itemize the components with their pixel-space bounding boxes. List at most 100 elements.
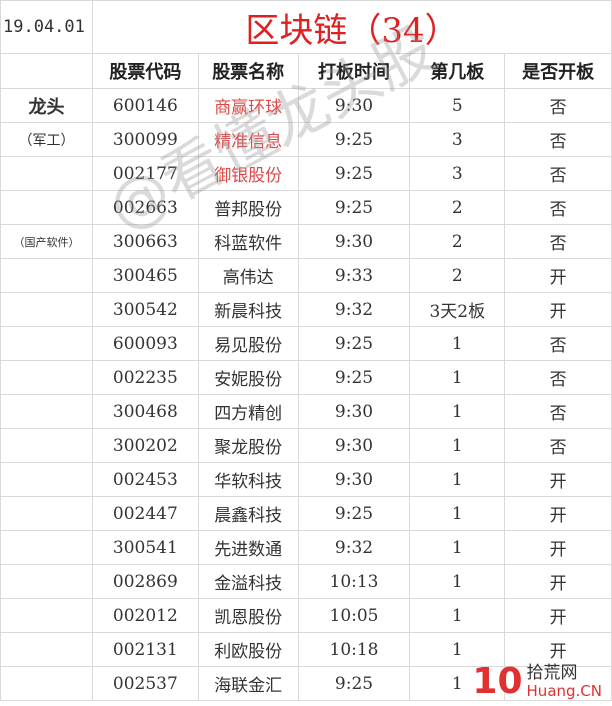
board-cell: 1 — [409, 496, 506, 531]
open-cell: 开 — [504, 292, 612, 327]
time-cell: 10:18 — [297, 632, 411, 667]
code-cell: 300099 — [91, 122, 199, 157]
board-cell: 1 — [409, 666, 506, 701]
open-cell: 否 — [504, 428, 612, 463]
table-row: 300468 四方精创 9:30 1 否 — [0, 394, 612, 429]
board-cell: 2 — [409, 224, 506, 259]
column-header — [0, 53, 93, 89]
table-row: 300542 新晨科技 9:32 3天2板开 — [0, 292, 612, 327]
group-label — [0, 292, 93, 327]
name-cell: 新晨科技 — [197, 292, 299, 327]
name-cell: 精准信息 — [197, 122, 299, 157]
open-cell: 开 — [504, 598, 612, 633]
name-cell: 海联金汇 — [197, 666, 299, 701]
group-label — [0, 666, 93, 701]
group-label — [0, 598, 93, 633]
open-cell: 否 — [504, 190, 612, 225]
code-cell: 002131 — [91, 632, 199, 667]
column-header: 是否开板 — [504, 53, 612, 89]
time-cell: 9:25 — [297, 360, 411, 395]
open-cell: 否 — [504, 156, 612, 191]
code-cell: 300468 — [91, 394, 199, 429]
board-cell: 1 — [409, 428, 506, 463]
code-cell: 600146 — [91, 88, 199, 123]
time-cell: 10:13 — [297, 564, 411, 599]
table-row: 002663 普邦股份 9:25 2 否 — [0, 190, 612, 225]
group-label: （国产软件） — [0, 224, 93, 259]
name-cell: 高伟达 — [197, 258, 299, 293]
time-cell: 9:25 — [297, 156, 411, 191]
open-cell: 开 — [504, 258, 612, 293]
group-label — [0, 326, 93, 361]
table-row: 300465 高伟达 9:33 2 开 — [0, 258, 612, 293]
code-cell: 300202 — [91, 428, 199, 463]
name-cell: 利欧股份 — [197, 632, 299, 667]
open-cell: 否 — [504, 394, 612, 429]
name-cell: 普邦股份 — [197, 190, 299, 225]
time-cell: 9:33 — [297, 258, 411, 293]
code-cell: 002453 — [91, 462, 199, 497]
column-header: 股票代码 — [91, 53, 199, 89]
table-row: 龙头 600146 商赢环球 9:30 5 否 — [0, 88, 612, 123]
group-label — [0, 632, 93, 667]
time-cell: 9:30 — [297, 224, 411, 259]
group-label — [0, 564, 93, 599]
open-cell: 开 — [504, 564, 612, 599]
open-cell: 开 — [504, 530, 612, 565]
table-row: （军工） 300099 精准信息 9:25 3 否 — [0, 122, 612, 157]
code-cell: 300663 — [91, 224, 199, 259]
name-cell: 四方精创 — [197, 394, 299, 429]
code-cell: 300542 — [91, 292, 199, 327]
group-label — [0, 360, 93, 395]
group-label — [0, 530, 93, 565]
time-cell: 9:30 — [297, 394, 411, 429]
time-cell: 9:30 — [297, 88, 411, 123]
table-row: 600093 易见股份 9:25 1 否 — [0, 326, 612, 361]
group-label — [0, 156, 93, 191]
name-cell: 金溢科技 — [197, 564, 299, 599]
time-cell: 10:05 — [297, 598, 411, 633]
open-cell — [504, 666, 612, 701]
table-row: 002235 安妮股份 9:25 1 否 — [0, 360, 612, 395]
group-label — [0, 394, 93, 429]
code-cell: 002012 — [91, 598, 199, 633]
open-cell: 开 — [504, 496, 612, 531]
time-cell: 9:25 — [297, 122, 411, 157]
board-cell: 2 — [409, 258, 506, 293]
open-cell: 开 — [504, 632, 612, 667]
open-cell: 开 — [504, 462, 612, 497]
logo-en: Huang.CN — [526, 681, 602, 700]
group-label: （军工） — [0, 122, 93, 157]
name-cell: 凯恩股份 — [197, 598, 299, 633]
time-cell: 9:25 — [297, 190, 411, 225]
group-label — [0, 462, 93, 497]
table-row: 002869 金溢科技 10:13 1 开 — [0, 564, 612, 599]
table-row: 002537 海联金汇 9:25 1 — [0, 666, 612, 701]
board-cell: 1 — [409, 564, 506, 599]
table-title: 区块链（34） — [91, 0, 612, 54]
table-row: 300202 聚龙股份 9:30 1 否 — [0, 428, 612, 463]
group-label — [0, 190, 93, 225]
board-cell: 1 — [409, 394, 506, 429]
board-cell: 1 — [409, 530, 506, 565]
table-row: （国产软件） 300663 科蓝软件 9:30 2 否 — [0, 224, 612, 259]
time-cell: 9:25 — [297, 666, 411, 701]
group-label: 龙头 — [0, 88, 93, 123]
code-cell: 002447 — [91, 496, 199, 531]
time-cell: 9:25 — [297, 496, 411, 531]
time-cell: 9:32 — [297, 292, 411, 327]
table-row: 002012 凯恩股份 10:05 1 开 — [0, 598, 612, 633]
column-header: 股票名称 — [197, 53, 299, 89]
code-cell: 002663 — [91, 190, 199, 225]
board-cell: 2 — [409, 190, 506, 225]
name-cell: 安妮股份 — [197, 360, 299, 395]
code-cell: 300541 — [91, 530, 199, 565]
open-cell: 否 — [504, 88, 612, 123]
open-cell: 否 — [504, 326, 612, 361]
code-cell: 002869 — [91, 564, 199, 599]
board-cell: 1 — [409, 360, 506, 395]
site-logo: 10 拾荒网 Huang.CN — [472, 661, 602, 702]
group-label — [0, 258, 93, 293]
name-cell: 先进数通 — [197, 530, 299, 565]
